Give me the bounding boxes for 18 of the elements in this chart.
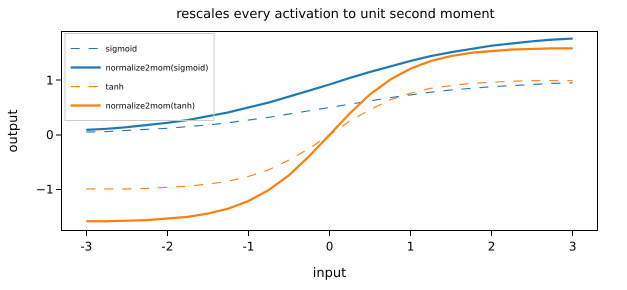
x-tick-label: 1 xyxy=(406,239,414,254)
line-series xyxy=(85,47,574,222)
x-tick-label: -2 xyxy=(161,239,174,254)
y-tick-label: 1 xyxy=(46,73,54,88)
chart-title: rescales every activation to unit second moment xyxy=(176,6,495,22)
x-axis-title: input xyxy=(312,266,346,281)
x-tick-label: -1 xyxy=(242,239,254,254)
legend-label: tanh xyxy=(106,82,124,92)
y-tick-label: −1 xyxy=(36,182,54,197)
y-axis-title: output xyxy=(6,110,21,152)
x-tick-label: 0 xyxy=(326,239,334,254)
legend-label: normalize2mom(tanh) xyxy=(106,102,196,111)
x-tick-label: -3 xyxy=(80,239,92,254)
legend-label: sigmoid xyxy=(106,44,138,54)
y-tick-label: 0 xyxy=(46,128,54,142)
legend-label: normalize2mom(sigmoid) xyxy=(106,64,208,73)
x-tick-label: 2 xyxy=(488,239,496,254)
x-tick-label: 3 xyxy=(568,239,576,254)
